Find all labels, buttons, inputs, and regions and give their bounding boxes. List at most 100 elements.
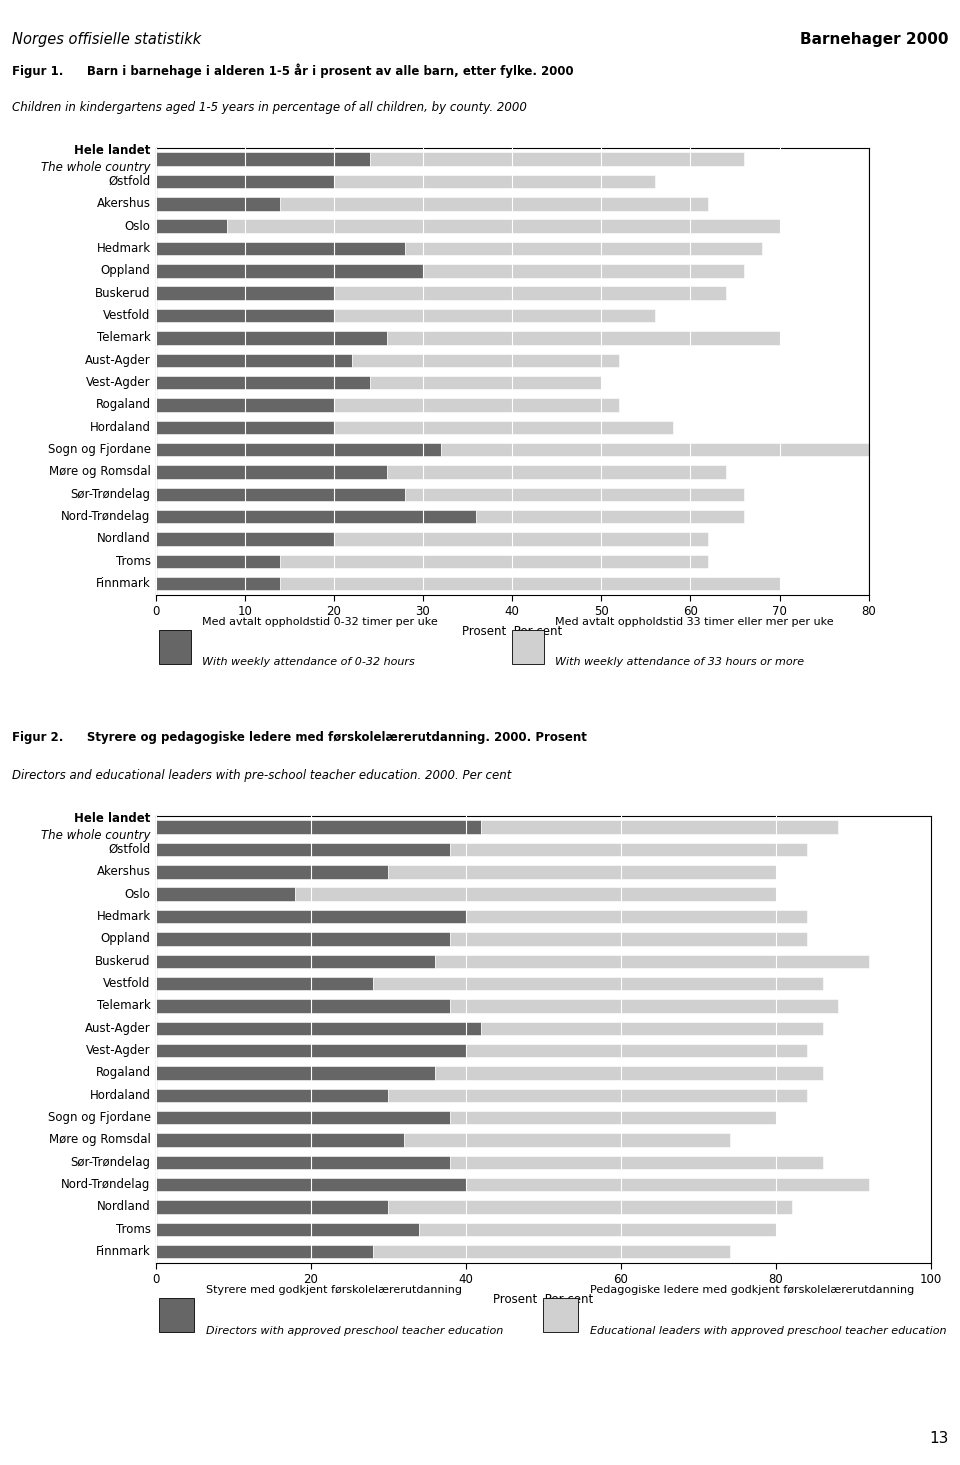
Text: 13: 13 (929, 1431, 948, 1446)
Text: Møre og Romsdal: Møre og Romsdal (49, 1134, 151, 1147)
Bar (156, 242, 405, 255)
Bar (334, 287, 726, 300)
Text: Nordland: Nordland (97, 1200, 151, 1213)
Bar (156, 466, 387, 479)
Bar (156, 309, 334, 322)
Bar (420, 1223, 776, 1236)
Bar (334, 420, 673, 434)
Bar (156, 932, 450, 945)
Bar (156, 866, 388, 879)
Bar (156, 1110, 450, 1124)
Text: Oslo: Oslo (125, 888, 151, 901)
Bar (227, 220, 780, 233)
Text: Oslo: Oslo (125, 220, 151, 233)
Text: Directors and educational leaders with pre-school teacher education. 2000. Per c: Directors and educational leaders with p… (12, 769, 511, 782)
Text: Nord-Trøndelag: Nord-Trøndelag (61, 1178, 151, 1191)
Bar (156, 999, 450, 1012)
Bar (156, 287, 334, 300)
Bar (466, 1045, 807, 1058)
Text: Rogaland: Rogaland (96, 1067, 151, 1080)
Bar (481, 1021, 823, 1034)
X-axis label: Prosent  Per cent: Prosent Per cent (462, 626, 563, 639)
Text: Educational leaders with approved preschool teacher education: Educational leaders with approved presch… (589, 1326, 947, 1336)
Text: Figur 1.  Barn i barnehage i alderen 1-5 år i prosent av alle barn, etter fylke.: Figur 1. Barn i barnehage i alderen 1-5 … (12, 63, 573, 78)
Bar (156, 353, 351, 366)
Text: Troms: Troms (116, 555, 151, 568)
Bar (466, 910, 807, 923)
Text: With weekly attendance of 0-32 hours: With weekly attendance of 0-32 hours (202, 658, 415, 668)
Bar (387, 331, 780, 344)
X-axis label: Prosent  Per cent: Prosent Per cent (493, 1294, 593, 1307)
Bar (435, 1067, 823, 1080)
Bar (387, 466, 726, 479)
Bar (351, 353, 619, 366)
Bar (295, 888, 776, 901)
Text: Children in kindergartens aged 1-5 years in percentage of all children, by count: Children in kindergartens aged 1-5 years… (12, 101, 526, 114)
Bar (156, 555, 280, 568)
Text: Barnehager 2000: Barnehager 2000 (800, 32, 948, 47)
Text: Telemark: Telemark (97, 331, 151, 344)
Bar (334, 174, 655, 188)
Bar (543, 1298, 578, 1332)
Bar (156, 174, 334, 188)
Bar (156, 264, 423, 277)
Text: Vest-Agder: Vest-Agder (86, 377, 151, 390)
Text: Styrere med godkjent førskolelærerutdanning: Styrere med godkjent førskolelærerutdann… (206, 1285, 462, 1295)
Text: Hedmark: Hedmark (97, 242, 151, 255)
Text: Hele landet: Hele landet (74, 144, 151, 157)
Bar (156, 955, 435, 968)
Bar (280, 555, 708, 568)
Text: Hele landet: Hele landet (74, 812, 151, 825)
Text: Buskerud: Buskerud (95, 287, 151, 300)
Bar (156, 198, 280, 211)
Bar (280, 198, 708, 211)
Text: Figur 2.  Styrere og pedagogiske ledere med førskolelærerutdanning. 2000. Prosen: Figur 2. Styrere og pedagogiske ledere m… (12, 731, 587, 744)
Text: Akershus: Akershus (97, 866, 151, 879)
Bar (334, 398, 619, 412)
Text: Pedagogiske ledere med godkjent førskolelærerutdanning: Pedagogiske ledere med godkjent førskole… (589, 1285, 914, 1295)
Text: Troms: Troms (116, 1223, 151, 1236)
Text: Finnmark: Finnmark (96, 1245, 151, 1258)
Bar (423, 264, 744, 277)
Text: Sogn og Fjordane: Sogn og Fjordane (48, 442, 151, 456)
Bar (156, 888, 295, 901)
Bar (156, 1067, 435, 1080)
Bar (372, 977, 823, 990)
Bar (156, 1223, 420, 1236)
Bar (450, 1156, 823, 1169)
Bar (156, 820, 481, 834)
Text: Med avtalt oppholdstid 0-32 timer per uke: Med avtalt oppholdstid 0-32 timer per uk… (202, 617, 438, 627)
Text: Rogaland: Rogaland (96, 398, 151, 412)
Bar (450, 932, 807, 945)
Bar (156, 377, 370, 390)
Bar (156, 442, 441, 456)
Bar (370, 377, 601, 390)
Text: Nordland: Nordland (97, 532, 151, 545)
Text: Directors with approved preschool teacher education: Directors with approved preschool teache… (206, 1326, 503, 1336)
Bar (156, 331, 387, 344)
Text: The whole country: The whole country (41, 829, 151, 842)
Bar (159, 1298, 194, 1332)
Bar (372, 1245, 730, 1258)
Text: Møre og Romsdal: Møre og Romsdal (49, 466, 151, 479)
Bar (156, 488, 405, 501)
Text: Hordaland: Hordaland (89, 420, 151, 434)
Bar (405, 488, 744, 501)
Bar (156, 910, 466, 923)
Bar (159, 630, 191, 664)
Text: Østfold: Østfold (108, 174, 151, 188)
Text: Norges offisielle statistikk: Norges offisielle statistikk (12, 32, 201, 47)
Bar (388, 866, 776, 879)
Bar (513, 630, 544, 664)
Text: Vest-Agder: Vest-Agder (86, 1045, 151, 1058)
Bar (388, 1088, 807, 1102)
Text: Aust-Agder: Aust-Agder (85, 353, 151, 366)
Bar (450, 842, 807, 856)
Bar (156, 977, 372, 990)
Text: Vestfold: Vestfold (104, 309, 151, 322)
Bar (388, 1200, 792, 1213)
Text: Sogn og Fjordane: Sogn og Fjordane (48, 1110, 151, 1124)
Text: Sør-Trøndelag: Sør-Trøndelag (71, 488, 151, 501)
Bar (156, 1021, 481, 1034)
Bar (435, 955, 869, 968)
